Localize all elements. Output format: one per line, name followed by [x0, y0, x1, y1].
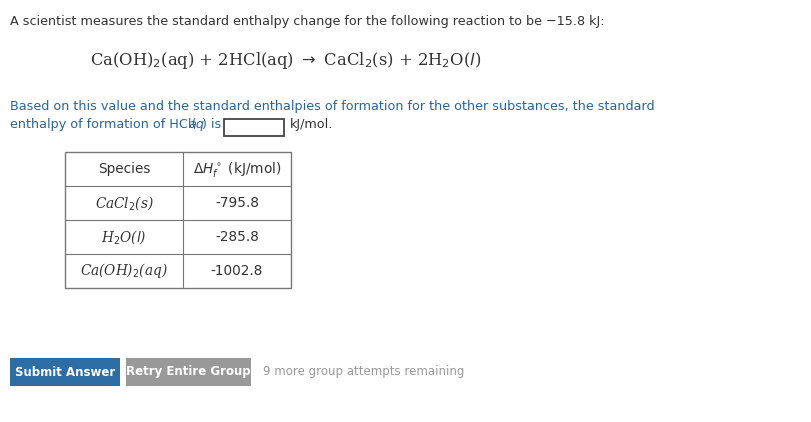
- Text: Ca(OH)$_2$(aq) + 2HCl(aq) $\rightarrow$ CaCl$_2$(s) + 2H$_2$O($\mathit{l}$): Ca(OH)$_2$(aq) + 2HCl(aq) $\rightarrow$ …: [90, 50, 481, 71]
- Text: Submit Answer: Submit Answer: [15, 365, 115, 379]
- Text: 9 more group attempts remaining: 9 more group attempts remaining: [263, 365, 464, 379]
- Bar: [126, 358, 251, 386]
- Text: Species: Species: [97, 162, 150, 176]
- Text: H$_2$O($\mathit{l}$): H$_2$O($\mathit{l}$): [101, 228, 147, 246]
- Text: -795.8: -795.8: [215, 196, 259, 210]
- Text: enthalpy of formation of HCl(: enthalpy of formation of HCl(: [10, 118, 196, 131]
- Bar: [224, 119, 284, 136]
- Text: ) is: ) is: [202, 118, 221, 131]
- Text: CaCl$_2$(s): CaCl$_2$(s): [94, 194, 153, 212]
- Bar: [10, 358, 120, 386]
- Text: $\Delta H_f^\circ$ (kJ/mol): $\Delta H_f^\circ$ (kJ/mol): [193, 160, 281, 179]
- Text: -1002.8: -1002.8: [211, 264, 263, 278]
- Text: Retry Entire Group: Retry Entire Group: [126, 365, 251, 379]
- Text: A scientist measures the standard enthalpy change for the following reaction to : A scientist measures the standard enthal…: [10, 15, 604, 28]
- Text: aq: aq: [188, 118, 204, 131]
- Text: kJ/mol.: kJ/mol.: [290, 118, 333, 131]
- Bar: [65, 152, 290, 288]
- Text: Ca(OH)$_2$(aq): Ca(OH)$_2$(aq): [80, 262, 168, 281]
- Text: -285.8: -285.8: [215, 230, 259, 244]
- Text: Based on this value and the standard enthalpies of formation for the other subst: Based on this value and the standard ent…: [10, 100, 654, 113]
